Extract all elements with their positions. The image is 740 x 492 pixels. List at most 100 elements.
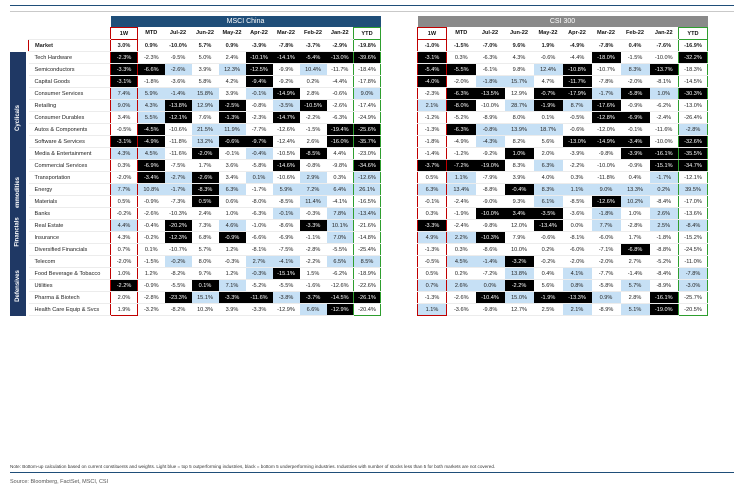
- table-cell: -2.6%: [326, 99, 354, 112]
- table-cell: -11.8%: [591, 171, 621, 184]
- table-cell: -8.2%: [164, 267, 192, 280]
- table-cell: 7.6%: [191, 111, 219, 124]
- table-cell: 2.6%: [299, 135, 327, 148]
- table-cell: -3.6%: [562, 207, 592, 220]
- table-cell: -12.3%: [164, 231, 192, 244]
- table-cell: -2.0%: [191, 147, 219, 160]
- table-row: Semiconductors -3.3% -6.6% -2.6% 3.9% 12.3% -1…: [28, 63, 382, 76]
- table-cell: -13.4%: [533, 219, 563, 232]
- table-cell: -6.6%: [137, 63, 165, 76]
- table-cell: -0.6%: [562, 123, 592, 136]
- table-cell: -34.6%: [352, 159, 382, 172]
- table-cell: 1.1%: [446, 171, 476, 184]
- table-cell: -7.3%: [164, 195, 192, 208]
- table-cell: 4.5%: [137, 147, 165, 160]
- table-cell: -4.9%: [446, 135, 476, 148]
- table-cell: 5.1%: [620, 303, 650, 316]
- table-cell: -13.0%: [678, 99, 708, 112]
- table-cell: 2.8%: [620, 291, 650, 304]
- table-cell: -1.8%: [591, 207, 621, 220]
- table-cell: -12.9%: [326, 303, 354, 316]
- table-row: Utilities -2.2% -0.9% -5.5% 0.1% 7.1% -5.2% -5.…: [28, 279, 382, 292]
- table-cell: -6.8%: [620, 243, 650, 256]
- table-cell: -0.6%: [326, 87, 354, 100]
- table-cell: -12.1%: [678, 171, 708, 184]
- table-cell: -5.2%: [649, 255, 679, 268]
- table-cell: 2.8%: [299, 87, 327, 100]
- table-cell: 0.6%: [218, 195, 246, 208]
- table-cell: 2.1%: [562, 303, 592, 316]
- table-cell: 0.3%: [326, 171, 354, 184]
- table-cell: -1.8%: [417, 135, 447, 148]
- table-cell: 11.9%: [218, 123, 246, 136]
- row-label: Tech Hardware: [28, 51, 111, 64]
- table-cell: 2.9%: [299, 171, 327, 184]
- table-cell: 12.9%: [191, 99, 219, 112]
- column-header: Jul-22: [164, 27, 192, 40]
- table-cell: -12.9%: [272, 303, 300, 316]
- table-cell: -17.6%: [591, 99, 621, 112]
- table-cell: -25.6%: [352, 123, 382, 136]
- table-cell: 5.6%: [533, 135, 563, 148]
- source-line: Source: Bloomberg, FactSet, MSCI, CSI: [10, 479, 109, 485]
- table-cell: 10.2%: [620, 195, 650, 208]
- table-cell: -7.8%: [591, 75, 621, 88]
- table-cell: -32.2%: [678, 51, 708, 64]
- table-cell: -1.3%: [417, 123, 447, 136]
- table-cell: -0.8%: [299, 159, 327, 172]
- table-cell: -1.0%: [245, 219, 273, 232]
- table-cell: -8.2%: [164, 303, 192, 316]
- table-cell: -10.0%: [475, 99, 505, 112]
- table-cell: 4.0%: [533, 171, 563, 184]
- table-cell: 2.6%: [446, 279, 476, 292]
- table-cell: 5.7%: [620, 279, 650, 292]
- table-cell: -5.4%: [417, 63, 447, 76]
- table-cell: -12.6%: [352, 171, 382, 184]
- table-cell: -4.5%: [137, 123, 165, 136]
- table-cell: 9.6%: [504, 39, 534, 52]
- table-cell: -16.0%: [326, 135, 354, 148]
- row-label: Food Beverage & Tobacco: [28, 267, 111, 280]
- table-cell: -2.2%: [504, 279, 534, 292]
- table-cell: -14.5%: [326, 291, 354, 304]
- sector-label: Cyclicals: [10, 51, 26, 184]
- table-cell: -4.1%: [326, 195, 354, 208]
- table-row: -1.3% -6.3% -0.8% 13.9% 18.7% -0.6% -12.0% -0.1…: [417, 123, 708, 136]
- table-cell: 15.0%: [504, 291, 534, 304]
- table-cell: -5.2%: [245, 279, 273, 292]
- table-cell: -3.1%: [110, 135, 138, 148]
- table-cell: -0.4%: [245, 147, 273, 160]
- table-cell: -10.0%: [649, 51, 679, 64]
- table-cell: -5.5%: [272, 279, 300, 292]
- table-cell: 0.9%: [591, 291, 621, 304]
- table-row: Software & Services -3.1% -4.9% -11.8% 13.2%…: [28, 135, 382, 148]
- row-label: Utilities: [28, 279, 111, 292]
- table-cell: 7.9%: [504, 231, 534, 244]
- table-cell: -3.3%: [110, 63, 138, 76]
- table-title-row: CSI 300: [417, 16, 708, 28]
- table-cell: -2.4%: [649, 111, 679, 124]
- table-cell: 1.7%: [191, 159, 219, 172]
- table-cell: -3.9%: [245, 39, 273, 52]
- table-cell: -3.3%: [417, 219, 447, 232]
- table-cell: -13.6%: [678, 207, 708, 220]
- table-cell: -2.0%: [620, 75, 650, 88]
- table-cell: 0.3%: [562, 171, 592, 184]
- column-header: MTD: [446, 27, 476, 40]
- footer-rule: [10, 472, 734, 473]
- table-cell: -2.2%: [110, 279, 138, 292]
- table-cell: -7.1%: [591, 243, 621, 256]
- table-cell: -3.4%: [137, 171, 165, 184]
- table-cell: -1.3%: [218, 111, 246, 124]
- table-cell: -6.6%: [245, 231, 273, 244]
- table-cell: -1.9%: [533, 99, 563, 112]
- column-header: Feb-22: [299, 27, 327, 40]
- table-cell: 5.9%: [272, 183, 300, 196]
- table-cell: -2.3%: [110, 51, 138, 64]
- table-cell: 0.9%: [218, 39, 246, 52]
- column-header: Mar-22: [591, 27, 621, 40]
- table-cell: 26.1%: [352, 183, 382, 196]
- table-cell: 1.0%: [649, 87, 679, 100]
- table-cell: 2.7%: [245, 255, 273, 268]
- table-cell: 12.9%: [504, 87, 534, 100]
